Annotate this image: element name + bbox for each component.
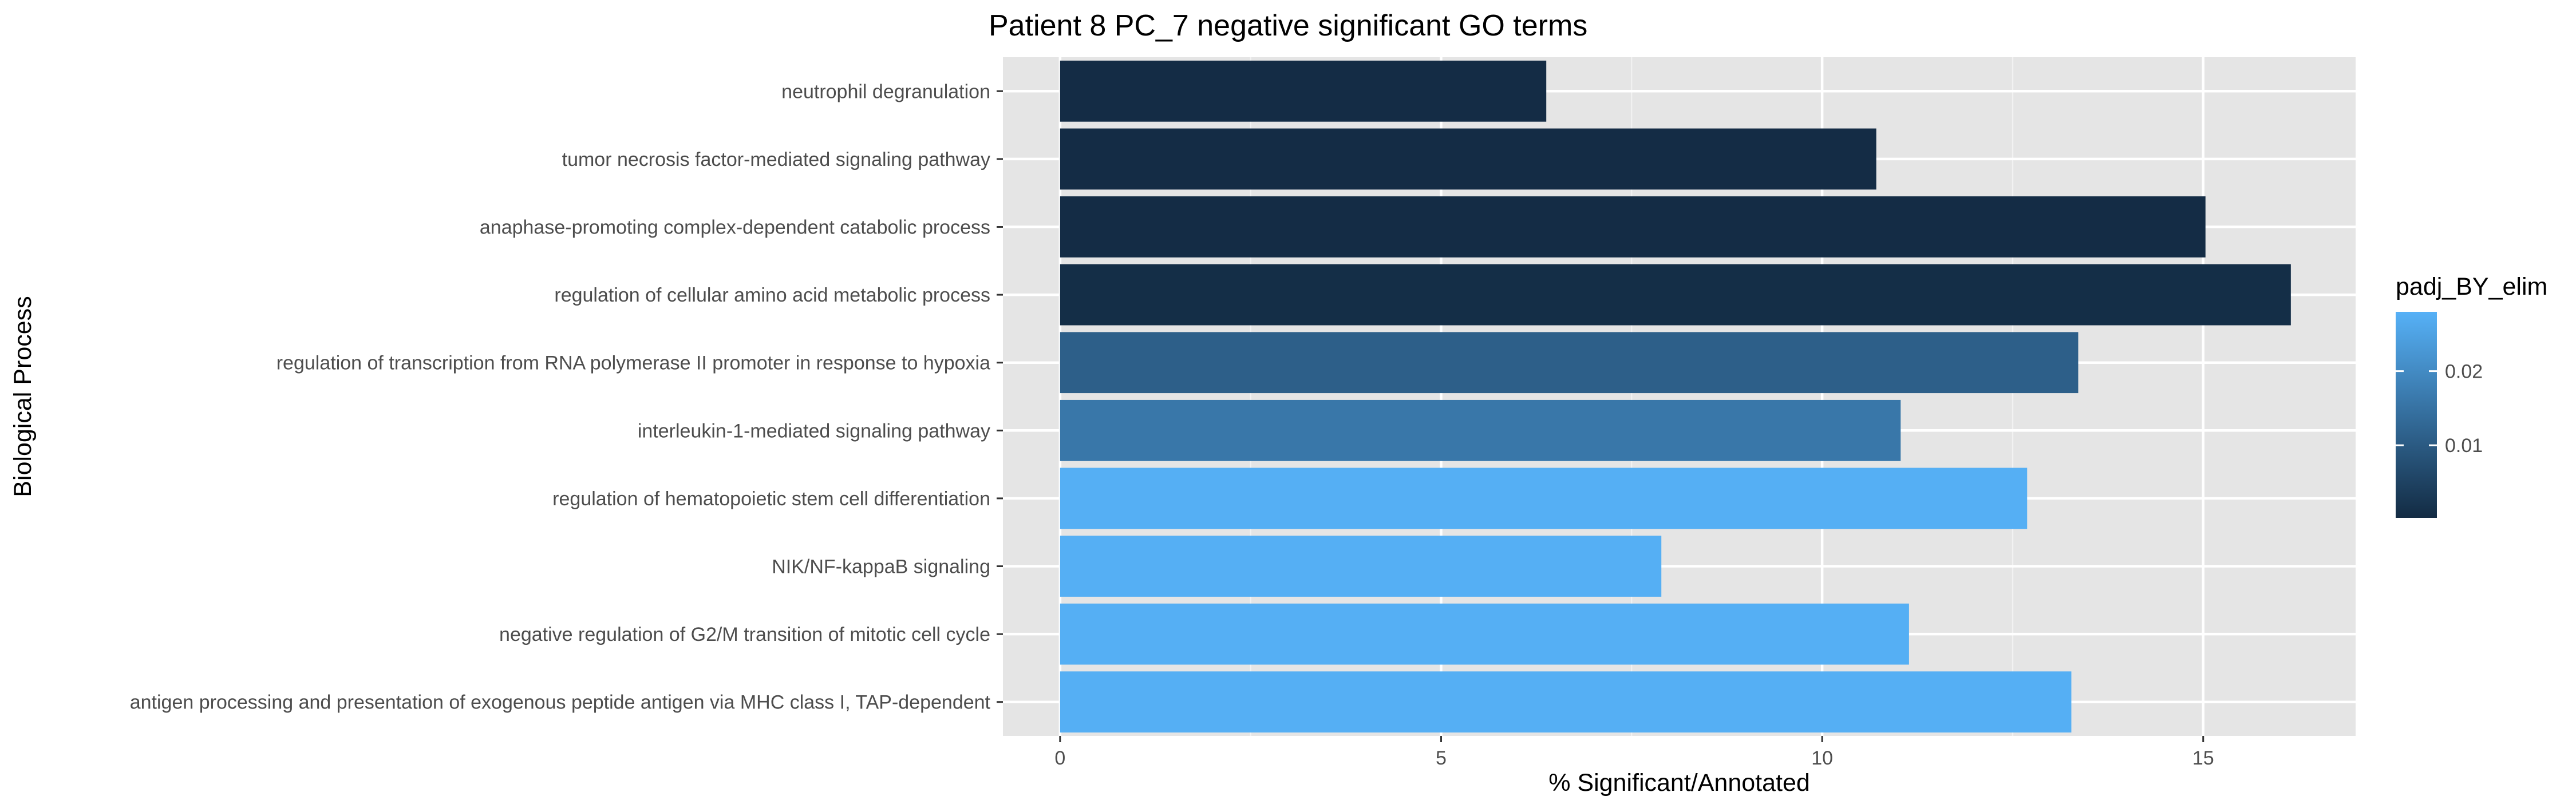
legend-tick-label: 0.02	[2445, 361, 2483, 383]
legend-title: padj_BY_elim	[2396, 273, 2547, 300]
y-tick-label: regulation of hematopoietic stem cell di…	[552, 488, 990, 510]
y-tick-label: anaphase-promoting complex-dependent cat…	[480, 217, 990, 239]
y-tick-label: neutrophil degranulation	[781, 81, 990, 102]
bar	[1060, 671, 2072, 733]
y-tick-label: NIK/NF-kappaB signaling	[772, 556, 990, 578]
bars	[1060, 60, 2291, 733]
legend: padj_BY_elim 0.01 0.02	[2396, 273, 2547, 518]
y-tick-label: negative regulation of G2/M transition o…	[499, 624, 990, 645]
y-tick-label: antigen processing and presentation of e…	[130, 692, 991, 714]
y-axis-title: Biological Process	[9, 296, 37, 497]
y-tick-label: regulation of transcription from RNA pol…	[276, 352, 990, 374]
y-tick-label: tumor necrosis factor-mediated signaling…	[562, 149, 990, 171]
x-tick-label: 0	[1054, 747, 1065, 769]
bar	[1060, 196, 2206, 258]
bar	[1060, 264, 2291, 326]
bar	[1060, 332, 2079, 394]
y-tick-label: interleukin-1-mediated signaling pathway	[638, 420, 990, 442]
x-tick-label: 5	[1436, 747, 1447, 769]
legend-ticks: 0.01 0.02	[2396, 361, 2483, 457]
y-tick-labels: neutrophil degranulation tumor necrosis f…	[130, 81, 1003, 714]
chart-title: Patient 8 PC_7 negative significant GO t…	[989, 9, 1587, 42]
bar	[1060, 399, 1901, 461]
x-tick-label: 10	[1811, 747, 1833, 769]
bar	[1060, 603, 1909, 665]
x-tick-labels: 0 5 10 15	[1054, 736, 2214, 769]
legend-tick-label: 0.01	[2445, 435, 2483, 457]
bar	[1060, 536, 1662, 597]
bar	[1060, 128, 1876, 190]
y-tick-label: regulation of cellular amino acid metabo…	[554, 284, 990, 306]
bar	[1060, 60, 1547, 122]
legend-colorbar	[2396, 312, 2437, 518]
bar	[1060, 468, 2028, 529]
x-axis-title: % Significant/Annotated	[1548, 769, 1810, 797]
x-tick-label: 15	[2192, 747, 2214, 769]
